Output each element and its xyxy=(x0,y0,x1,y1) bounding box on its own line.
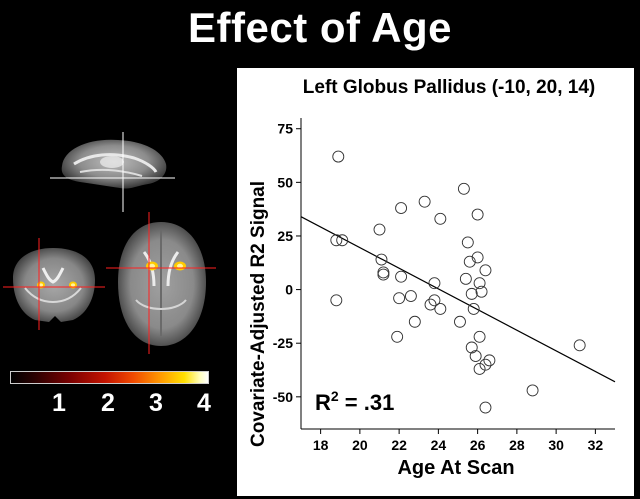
data-point xyxy=(428,294,441,307)
x-axis-label: Age At Scan xyxy=(397,457,514,479)
data-point xyxy=(479,264,492,277)
data-point xyxy=(473,330,486,343)
y-tick-label: 75 xyxy=(277,121,293,137)
r-squared-value: = .31 xyxy=(339,390,395,415)
data-point xyxy=(473,277,486,290)
data-point xyxy=(408,315,421,328)
x-tick-label: 26 xyxy=(470,437,486,453)
scatter-plot: Left Globus Pallidus (-10, 20, 14) Covar… xyxy=(248,77,616,479)
data-point xyxy=(457,182,470,195)
data-point xyxy=(461,236,474,249)
data-point xyxy=(465,287,478,300)
data-point xyxy=(471,208,484,221)
r-squared-superscript: 2 xyxy=(331,388,339,404)
data-point xyxy=(454,315,466,328)
data-point xyxy=(479,401,492,414)
regression-line-group xyxy=(300,216,616,383)
data-point xyxy=(377,268,390,281)
data-point xyxy=(459,272,472,285)
y-tick-label: 0 xyxy=(285,282,293,298)
data-point xyxy=(391,330,404,343)
colorbar-tick-2: 2 xyxy=(101,389,115,417)
data-point xyxy=(479,358,492,371)
data-point xyxy=(395,270,408,283)
x-tick-label: 30 xyxy=(548,437,564,453)
colorbar-tick-4: 4 xyxy=(197,389,211,417)
data-point xyxy=(330,294,343,307)
data-point xyxy=(573,339,586,352)
data-point xyxy=(373,223,386,236)
data-point xyxy=(428,277,441,290)
data-point xyxy=(471,251,484,264)
data-point xyxy=(375,253,388,266)
y-axis-label: Covariate-Adjusted R2 Signal xyxy=(248,181,269,447)
colorbar-tick-3: 3 xyxy=(149,389,163,417)
chart-title: Left Globus Pallidus (-10, 20, 14) xyxy=(303,77,595,98)
y-tick-label: -50 xyxy=(273,389,293,405)
data-point xyxy=(393,292,406,305)
axes: 75 50 25 0 -25 -50 18 20 22 24 26 28 30 32 xyxy=(273,118,615,453)
y-tick-label: -25 xyxy=(273,335,293,351)
data-point xyxy=(469,350,482,363)
x-tick-label: 22 xyxy=(391,437,407,453)
y-tick-label: 25 xyxy=(277,228,293,244)
regression-line xyxy=(300,216,616,383)
coronal-brain-slice xyxy=(3,238,105,330)
data-point xyxy=(332,150,345,163)
data-point xyxy=(404,290,417,302)
x-tick-label: 24 xyxy=(431,437,447,453)
data-point xyxy=(434,302,447,315)
data-point xyxy=(467,302,480,315)
data-point xyxy=(395,202,408,215)
data-point xyxy=(465,341,478,354)
r-squared-annotation: R2 = .31 xyxy=(315,388,394,415)
data-point xyxy=(424,298,437,311)
data-point xyxy=(434,212,447,225)
x-tick-label: 20 xyxy=(352,437,368,453)
data-point xyxy=(330,234,343,247)
sagittal-brain-slice xyxy=(50,132,175,212)
scatter-plot-panel: Left Globus Pallidus (-10, 20, 14) Covar… xyxy=(237,68,634,496)
slide-title: Effect of Age xyxy=(188,4,452,51)
data-point xyxy=(526,384,539,397)
r-squared-symbol: R xyxy=(315,390,331,415)
data-point xyxy=(475,285,488,298)
data-point xyxy=(336,234,349,247)
data-point xyxy=(377,266,390,279)
data-point xyxy=(473,362,486,375)
colorbar-tick-1: 1 xyxy=(52,389,66,417)
colorbar xyxy=(10,371,209,384)
data-point xyxy=(463,255,476,268)
x-tick-label: 28 xyxy=(509,437,525,453)
axial-brain-slice xyxy=(106,212,216,354)
x-tick-label: 18 xyxy=(313,437,329,453)
data-point xyxy=(418,195,431,208)
y-tick-label: 50 xyxy=(277,174,293,190)
x-tick-label: 32 xyxy=(588,437,604,453)
data-points xyxy=(330,150,586,414)
data-point xyxy=(483,354,496,367)
